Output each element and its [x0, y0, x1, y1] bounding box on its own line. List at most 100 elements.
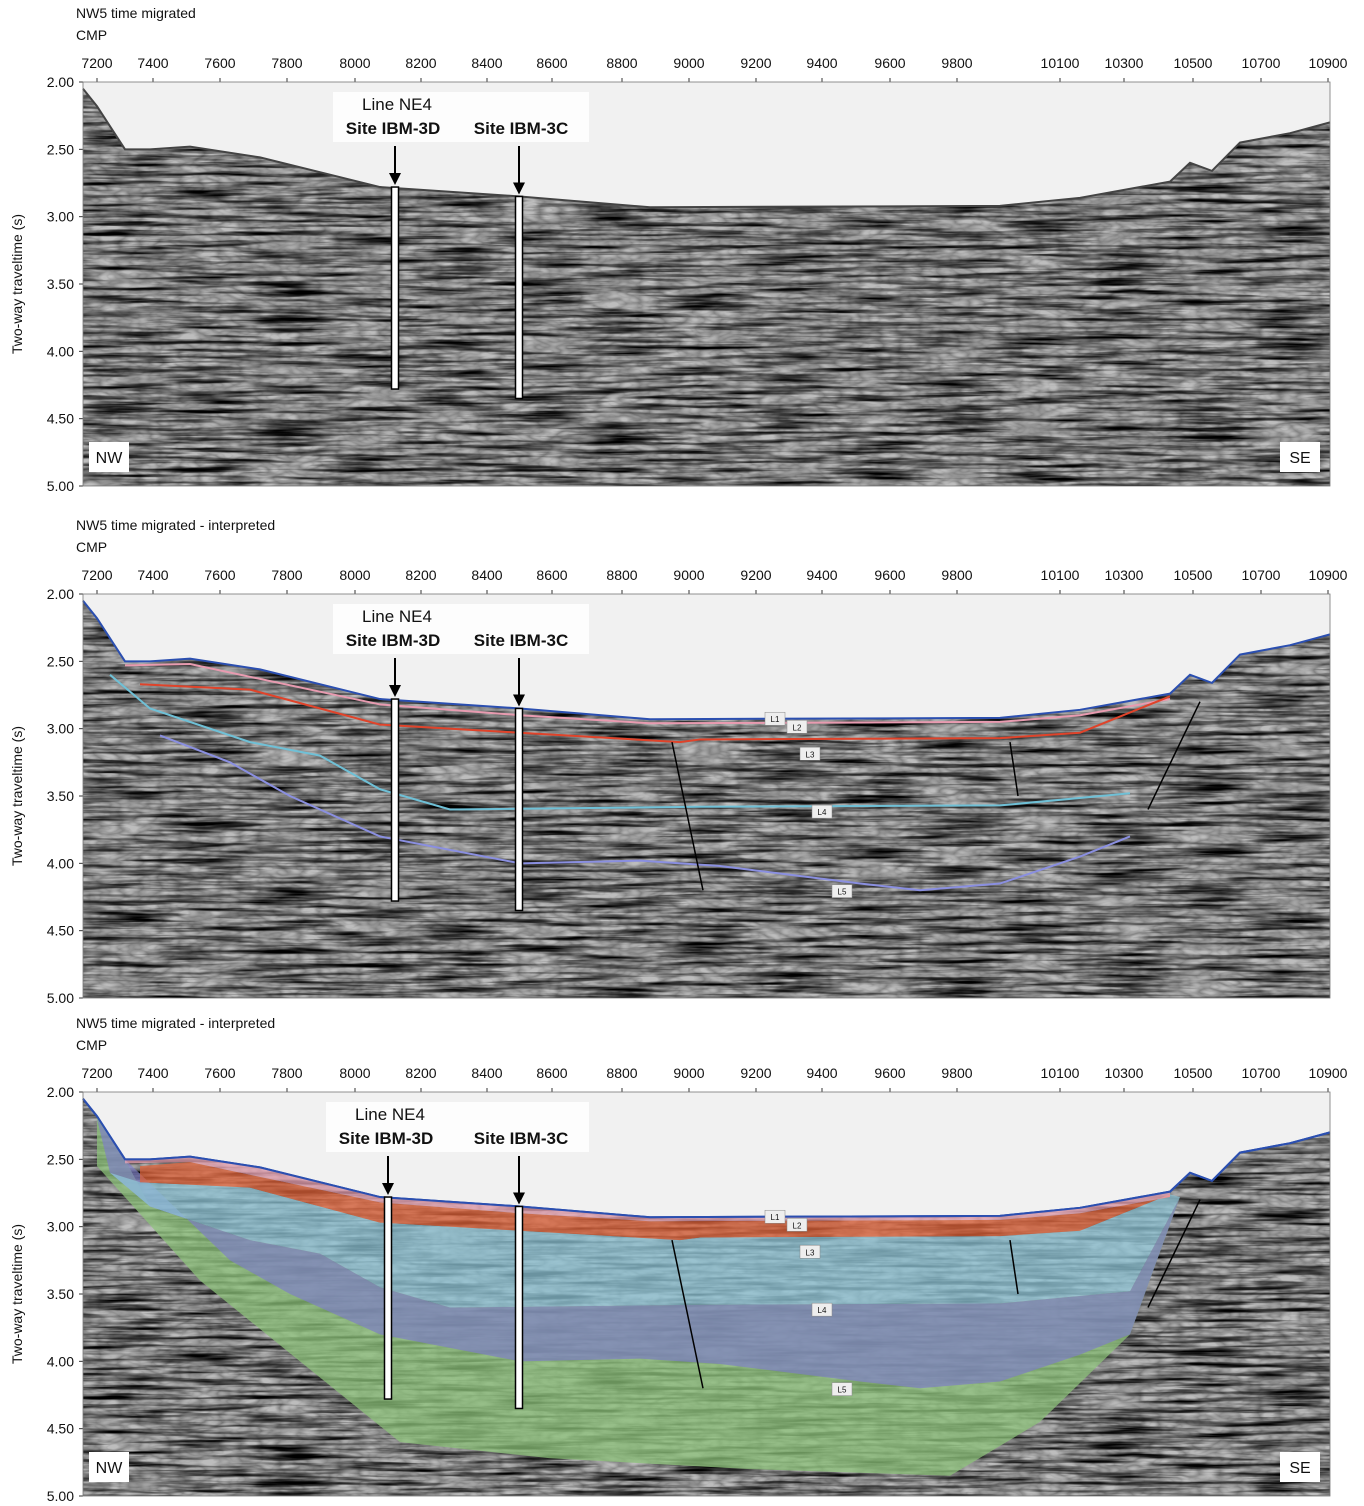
x-tick-label: 8400 [471, 55, 502, 71]
y-tick-label: 3.00 [47, 1219, 74, 1235]
y-tick-label: 2.00 [47, 1084, 74, 1100]
layer-label-box [786, 1218, 808, 1232]
x-tick-label: 7800 [271, 55, 302, 71]
x-tick-label: 9200 [740, 1065, 771, 1081]
x-tick-label: 10300 [1105, 567, 1144, 583]
direction-box [1280, 1452, 1320, 1482]
x-tick-label: 9400 [806, 55, 837, 71]
x-tick-label: 10900 [1309, 1065, 1348, 1081]
horizon [139, 683, 1171, 744]
layer-label-box [764, 711, 786, 726]
x-tick-label: 8000 [339, 567, 370, 583]
arrow-head [513, 694, 525, 707]
y-tick-label: 4.00 [47, 343, 74, 359]
layer-label: L3 [806, 750, 815, 759]
x-axis-label: CMP [76, 539, 107, 555]
y-axis-label: Two-way traveltime (s) [9, 726, 25, 866]
x-tick-label: 10100 [1041, 55, 1080, 71]
x-tick-label: 7600 [204, 1065, 235, 1081]
borehole [514, 195, 524, 400]
direction-box [1280, 442, 1320, 472]
seismic-panel: NW5 time migrated - interpreted CMP 7200 74… [9, 517, 1348, 1006]
x-tick-label: 10100 [1041, 1065, 1080, 1081]
borehole [514, 707, 524, 912]
borehole [514, 1205, 524, 1410]
line-label: Line NE4 [362, 95, 432, 114]
horizon [109, 674, 1131, 811]
panel-title: NW5 time migrated - interpreted [76, 1015, 275, 1031]
y-tick-label: 5.00 [47, 990, 74, 1006]
direction-box [89, 442, 129, 472]
x-tick-label: 7400 [137, 567, 168, 583]
layer-fill [140, 1162, 1170, 1241]
line-label: Line NE4 [355, 1105, 425, 1124]
y-tick-label: 2.50 [47, 141, 74, 157]
layer-label: L2 [793, 1221, 802, 1230]
y-tick-label: 2.00 [47, 74, 74, 90]
x-tick-label: 8800 [606, 1065, 637, 1081]
y-tick-label: 2.00 [47, 586, 74, 602]
x-tick-label: 9200 [740, 567, 771, 583]
x-tick-label: 9200 [740, 55, 771, 71]
x-tick-label: 8400 [471, 1065, 502, 1081]
fault [1009, 1240, 1019, 1295]
x-tick-label: 8000 [339, 1065, 370, 1081]
layer-label-box [831, 1382, 853, 1396]
fault [1147, 701, 1201, 810]
layer-fill [97, 1118, 1180, 1389]
arrow-head [389, 173, 401, 186]
plot-frame [82, 1091, 1331, 1497]
y-tick-label: 5.00 [47, 478, 74, 494]
x-tick-label: 7400 [137, 1065, 168, 1081]
site-label: Site IBM-3D [346, 631, 440, 650]
y-axis-label: Two-way traveltime (s) [9, 1224, 25, 1364]
y-tick-label: 4.50 [47, 411, 74, 427]
panel-title: NW5 time migrated [76, 5, 196, 21]
site-label: Site IBM-3C [474, 631, 568, 650]
fault [1147, 1199, 1201, 1308]
borehole [390, 698, 400, 902]
x-tick-label: 7800 [271, 1065, 302, 1081]
x-tick-label: 10700 [1242, 567, 1281, 583]
x-tick-label: 8800 [606, 567, 637, 583]
x-tick-label: 7200 [81, 567, 112, 583]
x-axis-label: CMP [76, 1037, 107, 1053]
y-axis-label: Two-way traveltime (s) [9, 214, 25, 354]
layer-label: L5 [838, 1386, 847, 1395]
x-tick-label: 10900 [1309, 55, 1348, 71]
borehole [390, 186, 400, 390]
x-tick-label: 8800 [606, 55, 637, 71]
x-tick-label: 10700 [1242, 55, 1281, 71]
x-tick-label: 8600 [536, 55, 567, 71]
layer-fill [110, 1172, 1180, 1308]
fault [671, 741, 704, 891]
x-tick-label: 10500 [1174, 55, 1213, 71]
direction-label: NW [96, 1460, 124, 1477]
panel-title: NW5 time migrated - interpreted [76, 517, 275, 533]
label-bg [333, 604, 589, 654]
y-tick-label: 4.00 [47, 1353, 74, 1369]
site-label: Site IBM-3C [474, 119, 568, 138]
layer-label: L4 [818, 808, 827, 817]
y-tick-label: 3.00 [47, 209, 74, 225]
x-tick-label: 8600 [536, 567, 567, 583]
x-tick-label: 9600 [874, 567, 905, 583]
x-tick-label: 10700 [1242, 1065, 1281, 1081]
direction-box [89, 1452, 129, 1482]
layer-label-box [799, 747, 821, 761]
x-axis-label: CMP [76, 27, 107, 43]
x-tick-label: 9800 [941, 1065, 972, 1081]
x-tick-label: 9600 [874, 1065, 905, 1081]
site-label: Site IBM-3D [339, 1129, 433, 1148]
layer-label: L2 [793, 723, 802, 732]
layer-label-box [786, 720, 808, 734]
arrow-head [389, 685, 401, 698]
x-tick-label: 8200 [405, 55, 436, 71]
x-tick-label: 9000 [673, 1065, 704, 1081]
seismic-panel: NW5 time migrated CMP 7200 7400 7600 7800 8000… [9, 5, 1348, 494]
seafloor [82, 1098, 1331, 1219]
y-tick-label: 3.50 [47, 276, 74, 292]
y-tick-label: 4.50 [47, 923, 74, 939]
layer-label: L1 [771, 1213, 780, 1222]
